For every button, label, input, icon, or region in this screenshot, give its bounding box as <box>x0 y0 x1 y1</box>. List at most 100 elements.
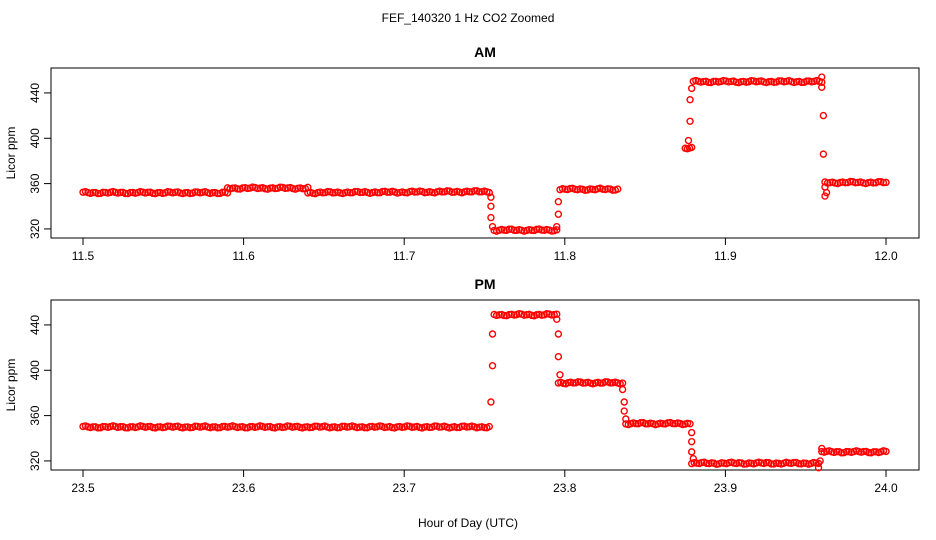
data-point <box>687 437 696 446</box>
data-point <box>487 213 495 222</box>
data-segment <box>687 458 823 468</box>
data-point <box>411 188 419 196</box>
data-point <box>818 444 826 453</box>
data-point <box>819 111 828 120</box>
data-point <box>822 188 831 197</box>
data-point <box>699 77 708 86</box>
data-point <box>470 187 479 195</box>
data-point <box>181 423 189 431</box>
data-point <box>765 78 773 86</box>
data-point <box>687 448 696 456</box>
y-axis-label-am: Licor ppm <box>4 127 18 180</box>
data-point <box>618 385 627 394</box>
data-point <box>383 188 392 196</box>
data-point <box>684 136 693 145</box>
data-point <box>860 447 868 456</box>
data-point <box>636 418 645 427</box>
data-point <box>622 415 630 423</box>
y-tick-label-pm: 320 <box>28 451 42 471</box>
panel-pm: PM Licor ppm 23.5 23.6 23.7 23.8 23.9 24.0 320 36… <box>4 276 920 495</box>
data-point <box>246 423 254 431</box>
data-point <box>487 202 495 210</box>
data-point <box>554 330 563 338</box>
panel-title-am: AM <box>474 44 496 60</box>
figure-x-axis-label: Hour of Day (UTC) <box>418 516 518 530</box>
data-point <box>453 423 461 432</box>
data-point <box>233 185 242 193</box>
data-point <box>99 422 107 431</box>
y-tick-label-am: 400 <box>28 128 42 148</box>
data-point <box>116 188 125 197</box>
data-point <box>740 460 748 468</box>
data-point <box>510 226 518 235</box>
data-point <box>154 188 162 197</box>
data-point <box>89 188 97 197</box>
x-tick-label-am: 11.5 <box>72 249 95 263</box>
x-tick-label-pm: 23.6 <box>232 481 256 495</box>
data-point <box>686 96 694 104</box>
data-point <box>365 422 374 431</box>
data-point <box>569 379 577 387</box>
x-tick-label-am: 12.0 <box>874 249 898 263</box>
data-point <box>819 150 828 158</box>
data-point <box>687 84 696 93</box>
data-point <box>465 188 474 196</box>
data-segment <box>304 187 494 198</box>
data-point <box>538 226 546 234</box>
data-point <box>311 422 319 430</box>
data-point <box>737 77 745 86</box>
data-point <box>818 73 826 81</box>
data-point <box>89 423 97 431</box>
data-point <box>620 407 628 415</box>
data-point <box>154 423 162 431</box>
data-point <box>554 198 563 206</box>
data-point <box>487 193 495 201</box>
data-point <box>488 330 497 338</box>
y-axis-label-pm: Licor ppm <box>4 359 18 412</box>
data-point <box>606 379 614 387</box>
data-point <box>735 459 743 467</box>
data-point <box>614 185 622 193</box>
data-point <box>500 311 508 320</box>
x-tick-label-pm: 23.9 <box>714 481 738 495</box>
data-point <box>632 419 640 428</box>
data-point <box>485 422 494 431</box>
data-point <box>238 184 247 192</box>
y-tick-label-am: 440 <box>28 83 42 103</box>
data-point <box>816 457 824 465</box>
data-point <box>438 188 446 196</box>
data-segment <box>622 418 694 429</box>
data-point <box>181 189 189 197</box>
y-tick-label-pm: 400 <box>28 360 42 380</box>
data-point <box>802 77 811 85</box>
data-point <box>554 210 563 218</box>
data-point <box>832 447 841 456</box>
data-segment <box>681 143 696 153</box>
data-point <box>686 117 694 125</box>
data-point <box>351 187 359 196</box>
data-point <box>687 143 696 152</box>
data-point <box>709 77 718 86</box>
x-tick-label-am: 11.7 <box>393 249 416 263</box>
data-segment <box>554 378 627 388</box>
data-point <box>356 188 364 197</box>
data-point <box>324 187 332 196</box>
x-tick-label-pm: 23.8 <box>553 481 577 495</box>
data-point <box>191 422 199 430</box>
data-point <box>126 188 135 197</box>
data-point <box>333 423 341 432</box>
data-point <box>596 379 605 387</box>
data-point <box>882 178 890 187</box>
data-point <box>458 422 466 430</box>
data-segment <box>79 187 232 198</box>
data-point <box>669 419 677 428</box>
x-tick-label-am: 11.8 <box>554 249 577 263</box>
data-point <box>882 447 890 456</box>
data-point <box>213 189 222 198</box>
data-point <box>218 422 227 431</box>
x-tick-label-pm: 23.5 <box>71 481 95 495</box>
data-point <box>241 424 249 432</box>
figure-title: FEF_140320 1 Hz CO2 Zoomed <box>382 11 555 25</box>
data-segment <box>490 309 561 320</box>
